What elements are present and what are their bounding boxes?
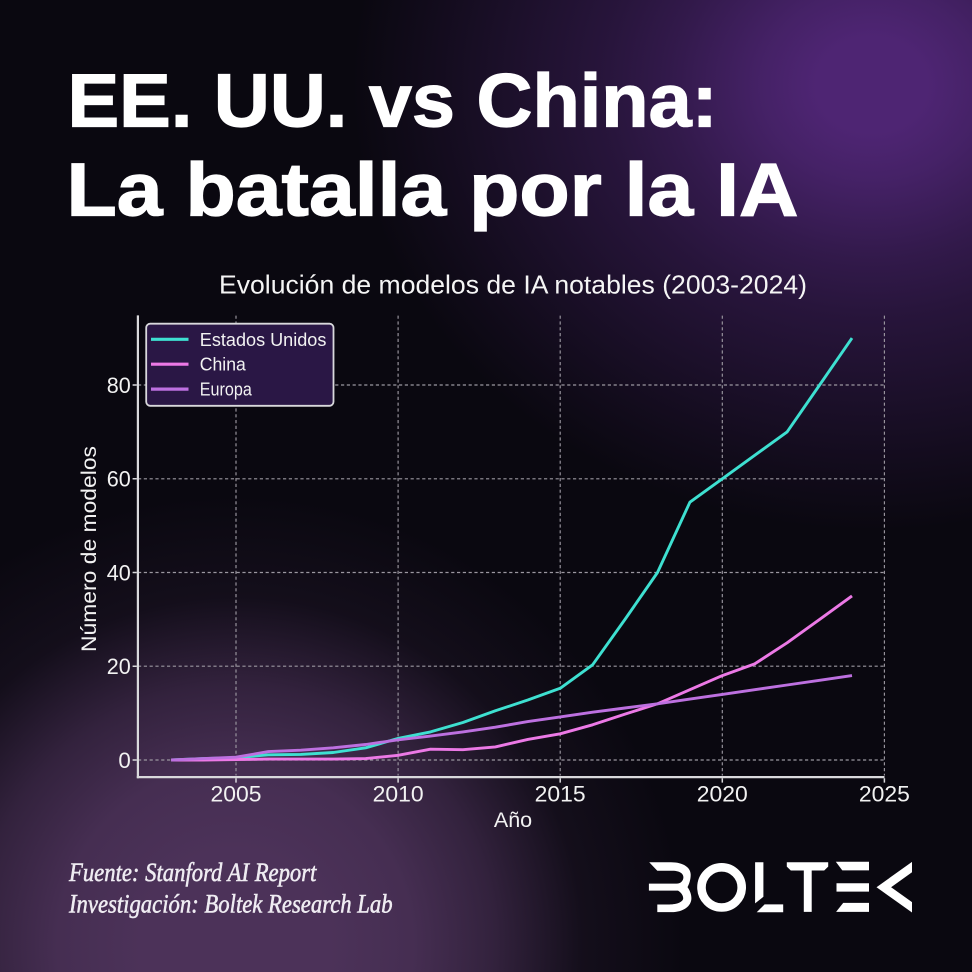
svg-text:China: China [200, 354, 247, 375]
svg-text:EE. UU. vs China:: EE. UU. vs China: [68, 59, 718, 143]
svg-text:2020: 2020 [697, 782, 748, 807]
svg-text:60: 60 [107, 467, 131, 492]
svg-text:Estados Unidos: Estados Unidos [200, 329, 327, 350]
svg-text:Número de modelos: Número de modelos [77, 446, 101, 652]
svg-text:80: 80 [107, 373, 131, 398]
svg-text:Investigación: Boltek Research: Investigación: Boltek Research Lab [68, 889, 392, 919]
svg-text:La batalla por la IA: La batalla por la IA [67, 148, 799, 232]
svg-text:Fuente: Stanford AI Report: Fuente: Stanford AI Report [68, 857, 317, 887]
svg-text:Año: Año [494, 808, 532, 832]
svg-text:2005: 2005 [211, 782, 262, 807]
svg-text:2010: 2010 [373, 782, 424, 807]
svg-text:Europa: Europa [200, 379, 253, 400]
svg-text:2015: 2015 [535, 782, 586, 807]
svg-text:40: 40 [107, 560, 131, 585]
svg-text:20: 20 [107, 654, 131, 679]
svg-text:Evolución de modelos de IA not: Evolución de modelos de IA notables (200… [219, 270, 807, 300]
svg-text:0: 0 [118, 748, 130, 773]
svg-text:2025: 2025 [859, 782, 910, 807]
